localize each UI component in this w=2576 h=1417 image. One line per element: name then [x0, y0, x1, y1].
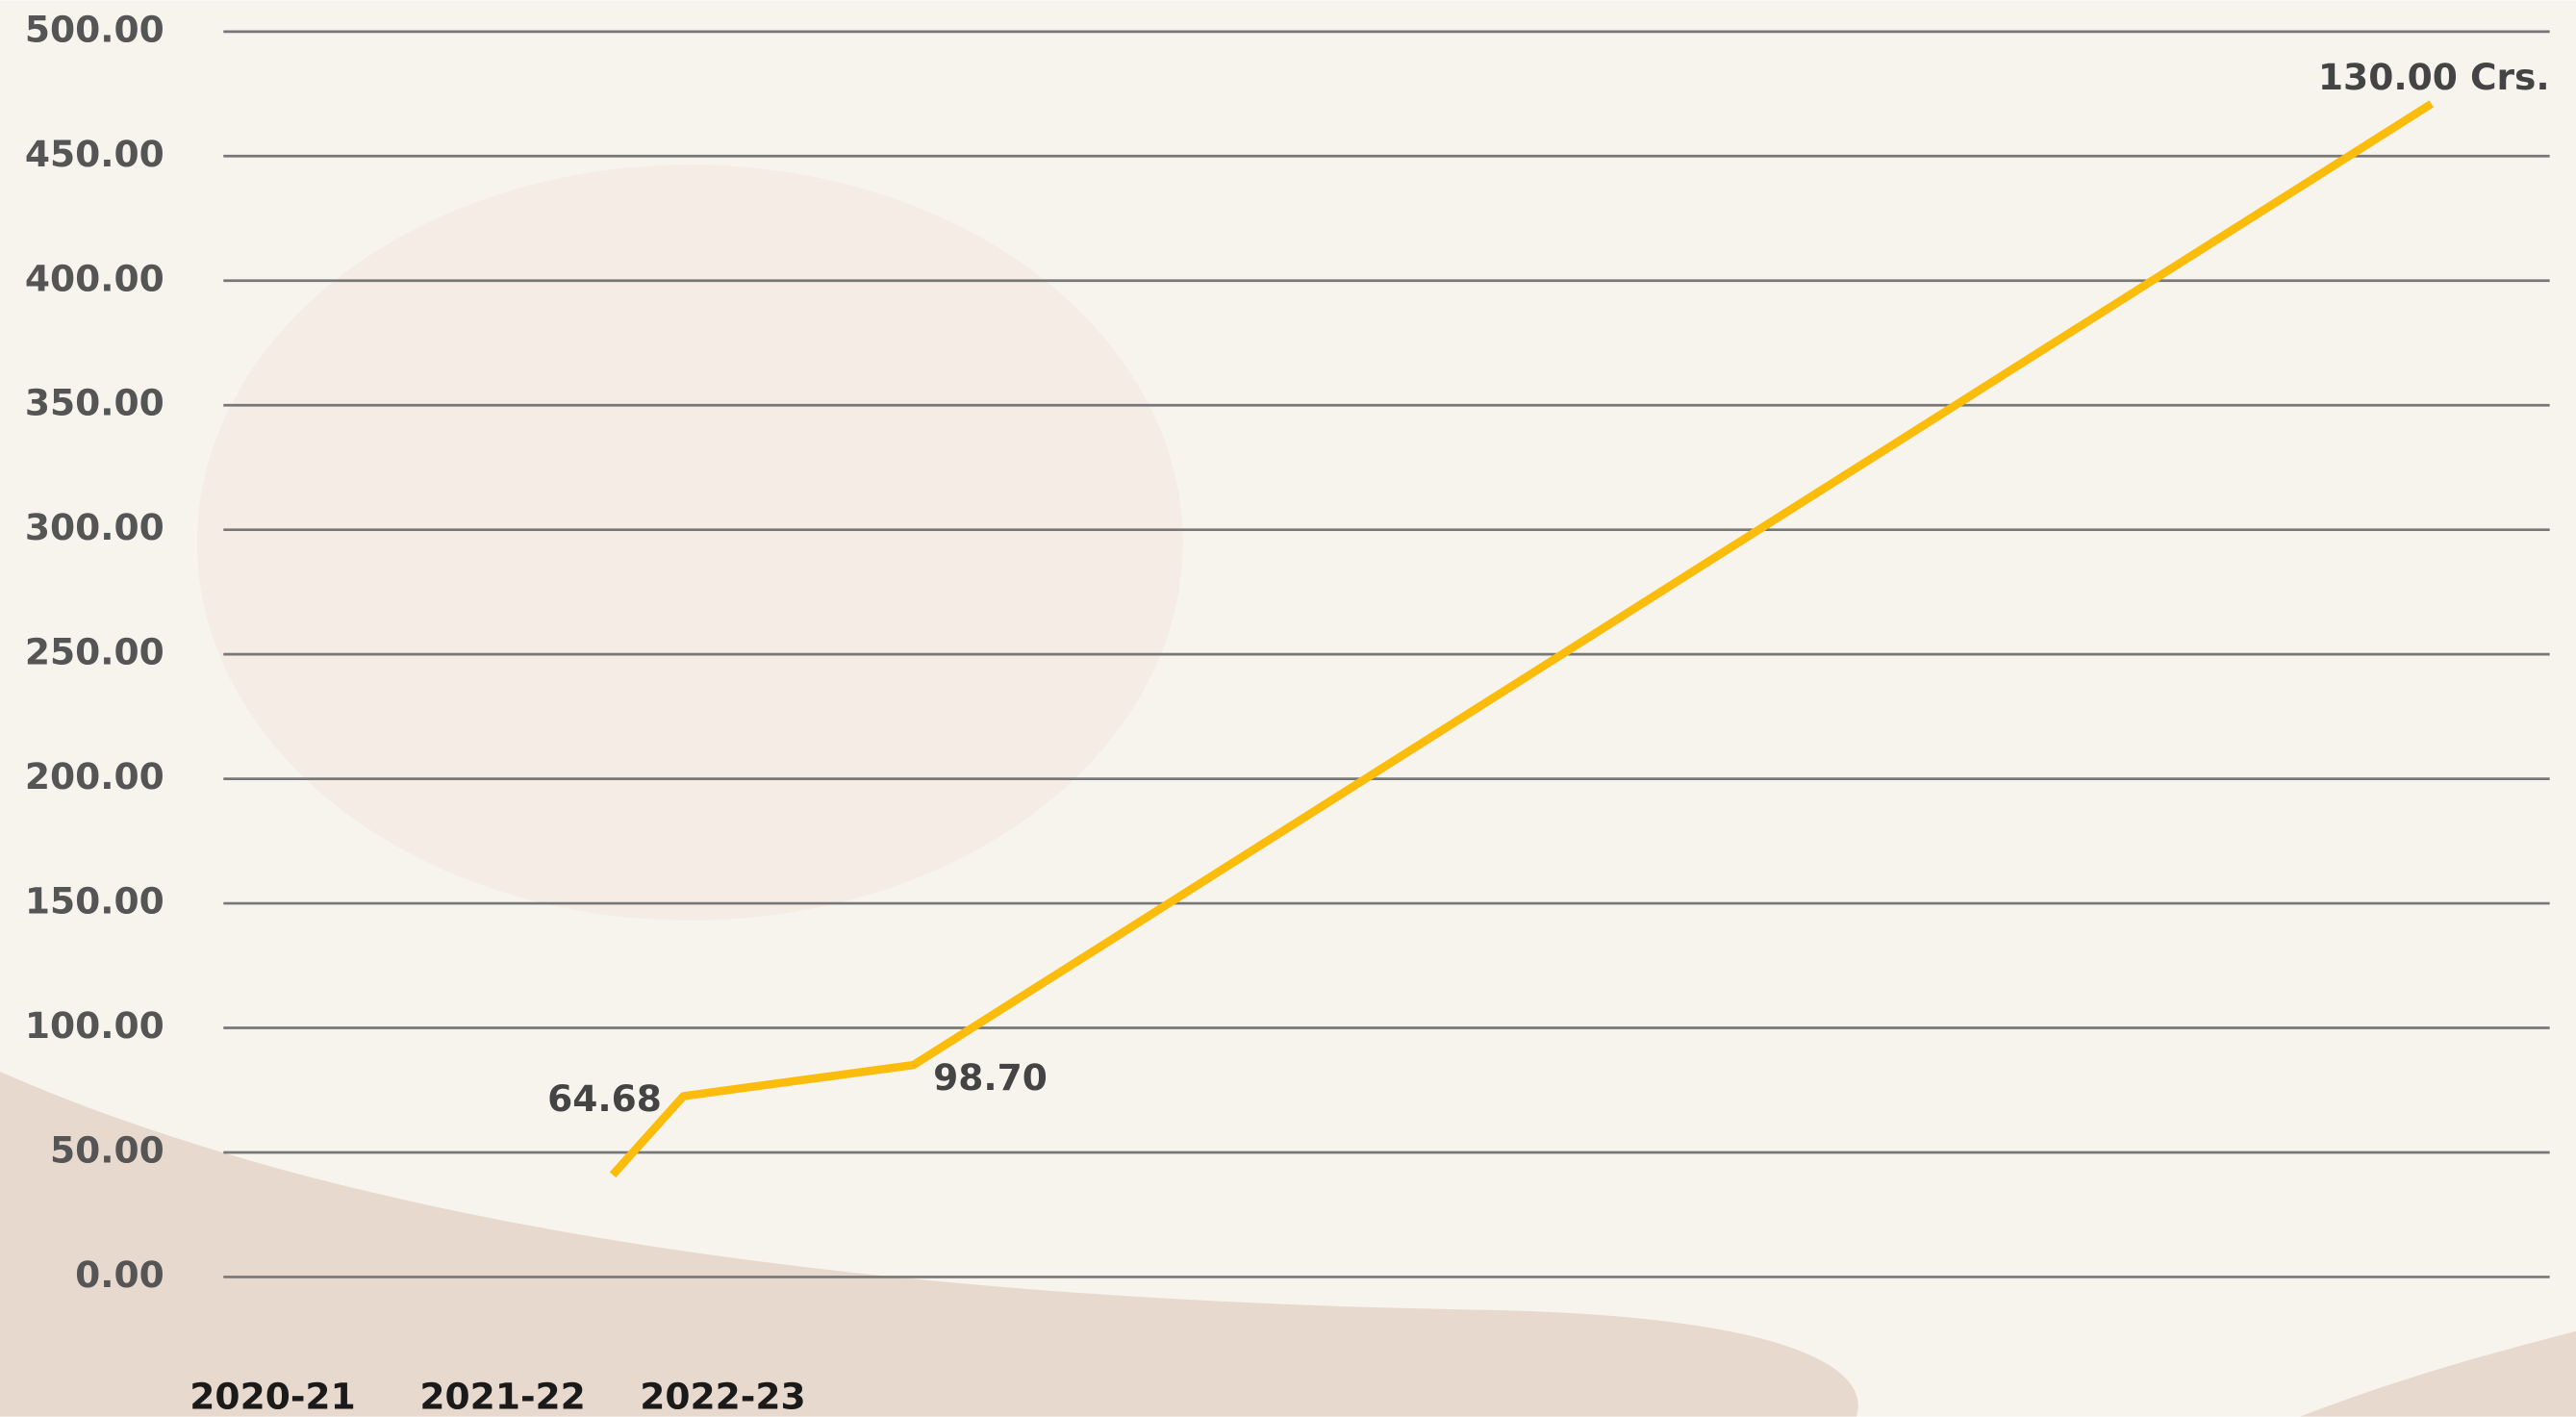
y-tick-label: 50.00	[50, 1128, 164, 1171]
background-shape	[196, 164, 1183, 921]
background-wave	[2300, 1330, 2576, 1417]
y-tick-label: 200.00	[25, 755, 164, 797]
y-tick-label: 400.00	[25, 257, 164, 299]
y-tick-label: 0.00	[75, 1253, 164, 1296]
y-tick-label: 450.00	[25, 133, 164, 175]
y-tick-label: 150.00	[25, 880, 164, 923]
y-tick-label: 350.00	[25, 382, 164, 424]
x-tick-label: 2021-22	[419, 1375, 585, 1417]
x-tick-label: 2022-23	[640, 1375, 805, 1417]
annotation: 64.68	[547, 1077, 662, 1120]
y-tick-label: 300.00	[25, 506, 164, 548]
background-wave	[0, 1071, 1858, 1417]
y-tick-label: 250.00	[25, 631, 164, 673]
y-tick-label: 100.00	[25, 1004, 164, 1047]
line	[609, 100, 2434, 1178]
y-tick-label: 500.00	[25, 8, 164, 50]
annotation: 98.70	[933, 1056, 1048, 1099]
annotation: 130.00 Crs.	[2318, 56, 2550, 98]
x-tick-label: 2020-21	[189, 1375, 355, 1417]
